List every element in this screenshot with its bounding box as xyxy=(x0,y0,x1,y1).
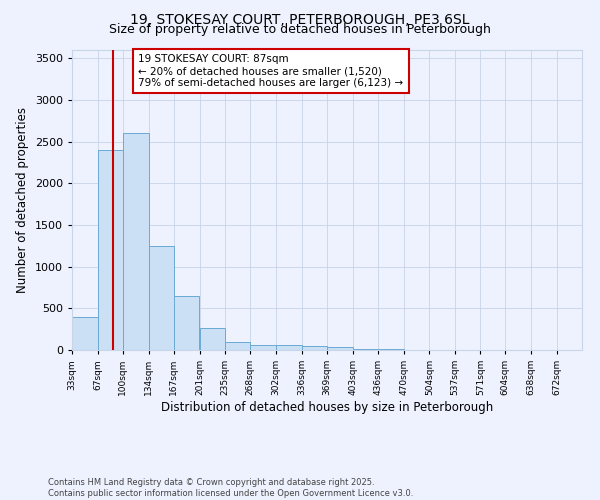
Bar xyxy=(98,150,123,350)
Bar xyxy=(149,246,173,350)
Bar xyxy=(199,328,226,350)
X-axis label: Distribution of detached houses by size in Peterborough: Distribution of detached houses by size … xyxy=(161,401,493,414)
Bar xyxy=(250,345,276,350)
Bar xyxy=(327,347,353,350)
Bar xyxy=(173,296,199,350)
Bar xyxy=(72,316,98,350)
Bar xyxy=(302,346,327,350)
Bar xyxy=(276,346,302,350)
Text: 19 STOKESAY COURT: 87sqm
← 20% of detached houses are smaller (1,520)
79% of sem: 19 STOKESAY COURT: 87sqm ← 20% of detach… xyxy=(139,54,403,88)
Y-axis label: Number of detached properties: Number of detached properties xyxy=(16,107,29,293)
Text: Contains HM Land Registry data © Crown copyright and database right 2025.
Contai: Contains HM Land Registry data © Crown c… xyxy=(48,478,413,498)
Bar xyxy=(226,342,250,350)
Bar xyxy=(353,349,378,350)
Bar xyxy=(123,134,149,350)
Text: 19, STOKESAY COURT, PETERBOROUGH, PE3 6SL: 19, STOKESAY COURT, PETERBOROUGH, PE3 6S… xyxy=(130,12,470,26)
Text: Size of property relative to detached houses in Peterborough: Size of property relative to detached ho… xyxy=(109,22,491,36)
